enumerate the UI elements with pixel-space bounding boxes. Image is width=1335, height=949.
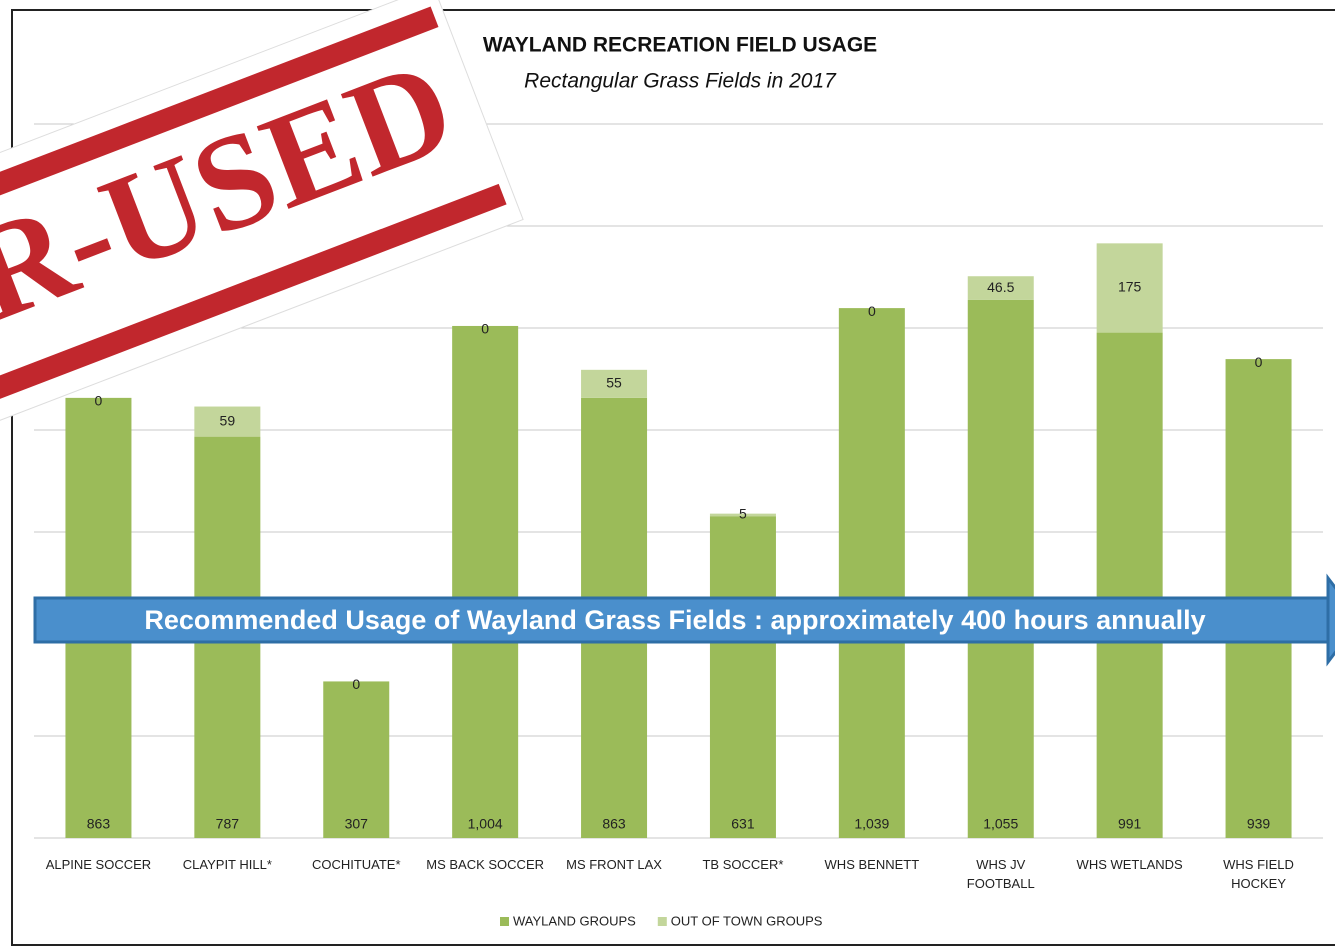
banner-arrowhead	[1328, 578, 1335, 662]
data-label: 939	[1247, 816, 1271, 832]
x-tick-label: TB SOCCER*	[679, 855, 807, 874]
bar-segment	[1097, 333, 1163, 838]
data-label: 787	[216, 816, 240, 832]
legend-swatch	[658, 917, 667, 926]
stamp: ER-USED	[0, 0, 523, 463]
chart-subtitle: Rectangular Grass Fields in 2017	[524, 70, 837, 93]
legend-swatch	[500, 917, 509, 926]
banner-text: Recommended Usage of Wayland Grass Field…	[144, 605, 1205, 635]
x-tick-label: WHS WETLANDS	[1066, 855, 1194, 874]
x-tick-label: COCHITUATE*	[292, 855, 420, 874]
bar-segment	[323, 681, 389, 838]
data-label: 175	[1118, 279, 1142, 295]
data-label: 0	[1255, 354, 1263, 370]
data-label: 1,055	[983, 816, 1018, 832]
x-tick-label: WHS JV FOOTBALL	[937, 855, 1065, 893]
data-label: 0	[481, 321, 489, 337]
bar-segment	[452, 326, 518, 838]
data-label: 0	[95, 393, 103, 409]
chart-title: WAYLAND RECREATION FIELD USAGE	[483, 34, 877, 57]
data-label: 55	[606, 375, 622, 391]
x-tick-label: ALPINE SOCCER	[34, 855, 162, 874]
legend-label: OUT OF TOWN GROUPS	[671, 913, 823, 928]
data-label: 863	[87, 816, 111, 832]
data-label: 0	[868, 303, 876, 319]
data-label: 307	[345, 816, 369, 832]
labels: 863 0 787 59 307 0 1,004 0 863 55 631 5 1,039 0 1,055 4…	[87, 279, 1271, 832]
data-label: 631	[731, 816, 755, 832]
data-label: 0	[352, 676, 360, 692]
page: WAYLAND RECREATION FIELD USAGE Rectangul…	[0, 0, 1335, 949]
data-label: 1,039	[854, 816, 889, 832]
chart: WAYLAND RECREATION FIELD USAGE Rectangul…	[0, 0, 1335, 949]
data-label: 863	[602, 816, 626, 832]
data-label: 59	[220, 412, 236, 428]
data-label: 46.5	[987, 279, 1014, 295]
legend: WAYLAND GROUPS OUT OF TOWN GROUPS	[500, 913, 823, 928]
x-tick-label: CLAYPIT HILL*	[163, 855, 291, 874]
x-tick-label: WHS BENNETT	[808, 855, 936, 874]
bar-segment	[839, 308, 905, 838]
x-tick-label: WHS FIELD HOCKEY	[1195, 855, 1323, 893]
x-tick-label: MS FRONT LAX	[550, 855, 678, 874]
data-label: 5	[739, 506, 747, 522]
bar-segment	[710, 516, 776, 838]
bars	[65, 243, 1291, 838]
x-tick-label: MS BACK SOCCER	[421, 855, 549, 874]
legend-label: WAYLAND GROUPS	[513, 913, 636, 928]
bar-segment	[968, 300, 1034, 838]
data-label: 1,004	[468, 816, 503, 832]
data-label: 991	[1118, 816, 1142, 832]
